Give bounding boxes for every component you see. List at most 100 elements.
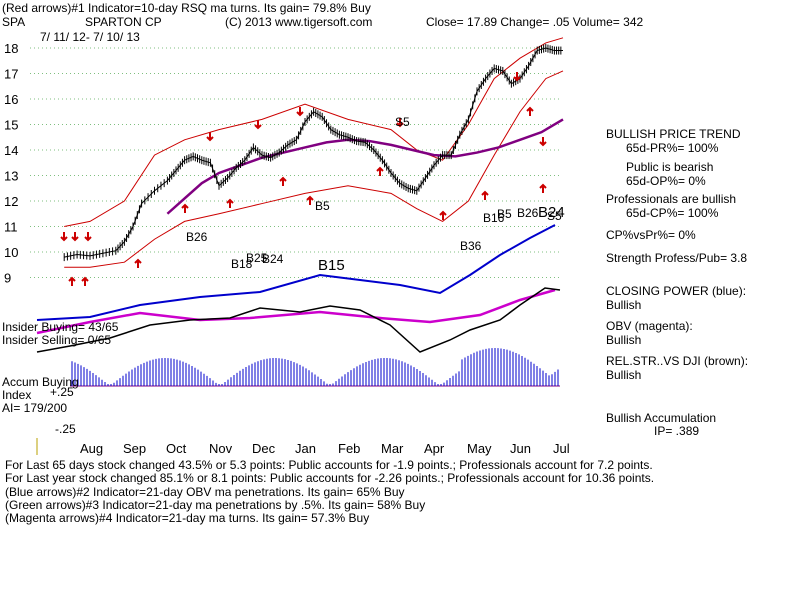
insider-buying: Insider Buying= 43/65 xyxy=(2,320,119,334)
red-up-arrow xyxy=(68,276,76,286)
rel-strength-line xyxy=(36,287,561,353)
y-tick-label: 17 xyxy=(4,67,18,82)
header-indicator-line: (Red arrows)#1 Indicator=10-day RSQ ma t… xyxy=(2,1,371,15)
cpvspr-value: CP%vsPr%= 0% xyxy=(606,228,696,242)
red-up-arrow xyxy=(376,166,384,176)
red-down-arrow xyxy=(539,137,547,147)
red-down-arrow xyxy=(206,132,214,142)
symbol: SPA xyxy=(2,15,26,29)
copyright: (C) 2013 www.tigersoft.com xyxy=(225,15,373,29)
red-up-arrow xyxy=(134,258,142,268)
red-down-arrow xyxy=(71,232,79,242)
signal-label: B18 xyxy=(231,257,253,271)
signal-label: B26 xyxy=(517,206,539,220)
footer-line-1: For Last 65 days stock changed 43.5% or … xyxy=(5,458,653,472)
x-tick-label: Apr xyxy=(424,441,445,456)
signal-label: S5 xyxy=(395,115,410,129)
cp-value: 65d-CP%= 100% xyxy=(626,206,719,220)
red-up-arrow xyxy=(81,276,89,286)
company-name: SPARTON CP xyxy=(85,15,162,29)
relstr-value: Bullish xyxy=(606,368,642,382)
x-tick-label: Sep xyxy=(123,441,146,456)
signal-arrows xyxy=(60,72,547,286)
strength-value: Strength Profess/Pub= 3.8 xyxy=(606,251,748,265)
y-tick-label: 13 xyxy=(4,169,18,184)
accum-minus25: -.25 xyxy=(55,422,76,436)
x-tick-label: Oct xyxy=(166,441,187,456)
obv-line xyxy=(36,288,556,335)
red-up-arrow xyxy=(439,210,447,220)
red-up-arrow xyxy=(279,176,287,186)
red-up-arrow xyxy=(306,195,314,205)
red-up-arrow xyxy=(226,198,234,208)
x-tick-label: Aug xyxy=(80,441,103,456)
ai-value: AI= 179/200 xyxy=(2,401,68,415)
op-value: 65d-OP%= 0% xyxy=(626,174,706,188)
x-tick-label: May xyxy=(467,441,492,456)
accumulation-bars xyxy=(70,348,560,387)
y-tick-label: 10 xyxy=(4,245,18,260)
signal-label: B24 xyxy=(538,204,565,221)
signal-label: S5 xyxy=(547,209,562,223)
footer-line-4: (Green arrows)#3 Indicator=21-day ma pen… xyxy=(5,498,426,512)
red-down-arrow xyxy=(513,72,521,82)
y-tick-label: 9 xyxy=(4,271,11,286)
x-tick-label: Jul xyxy=(553,441,570,456)
accum-plus25: +.25 xyxy=(50,385,74,399)
price-series xyxy=(63,44,563,262)
prof-label: Professionals are bullish xyxy=(606,192,737,206)
x-tick-label: Jan xyxy=(295,441,316,456)
series-upper-band xyxy=(64,37,564,227)
x-tick-label: Feb xyxy=(338,441,360,456)
red-up-arrow xyxy=(539,183,547,193)
signal-label: B24 xyxy=(262,252,284,266)
relstr-label: REL.STR..VS DJI (brown): xyxy=(606,354,749,368)
signal-label: B15 xyxy=(318,257,345,274)
accum-buying-label: Accum Buying xyxy=(2,375,79,389)
red-up-arrow xyxy=(481,190,489,200)
red-down-arrow xyxy=(296,107,304,117)
date-range: 7/ 11/ 12- 7/ 10/ 13 xyxy=(40,30,140,44)
signal-label: B5 xyxy=(497,207,512,221)
series-lower-band xyxy=(64,70,564,268)
x-axis-labels: Aug Sep Oct Nov Dec Jan Feb Mar Apr May Jun Jul xyxy=(36,438,570,456)
trend-title: BULLISH PRICE TREND xyxy=(606,127,741,141)
y-tick-label: 18 xyxy=(4,41,18,56)
signal-label: B36 xyxy=(460,239,482,253)
accum-title: Bullish Accumulation xyxy=(606,411,717,425)
pr-value: 65d-PR%= 100% xyxy=(626,141,719,155)
obv-label: OBV (magenta): xyxy=(606,319,693,333)
red-down-arrow xyxy=(254,120,262,130)
red-up-arrow xyxy=(181,203,189,213)
obv-value: Bullish xyxy=(606,333,642,347)
accum-index-label: Index xyxy=(2,388,32,402)
x-tick-label: Mar xyxy=(381,441,404,456)
series-21-day-ma-purple- xyxy=(166,118,564,215)
footer-line-5: (Magenta arrows)#4 Indicator=21-day ma t… xyxy=(5,511,370,525)
red-down-arrow xyxy=(60,232,68,242)
y-tick-label: 11 xyxy=(4,220,18,235)
closing-power-value: Bullish xyxy=(606,298,642,312)
signal-label: B25 xyxy=(246,251,268,265)
insider-selling: Insider Selling= 0/65 xyxy=(2,333,112,347)
closing-power-label: CLOSING POWER (blue): xyxy=(606,284,747,298)
signal-label: B16 xyxy=(483,211,505,225)
y-tick-label: 14 xyxy=(4,143,18,158)
quote-line: Close= 17.89 Change= .05 Volume= 342 xyxy=(426,15,644,29)
signal-label: B26 xyxy=(186,230,208,244)
y-tick-label: 15 xyxy=(4,118,18,133)
red-up-arrow xyxy=(526,106,534,116)
red-down-arrow xyxy=(396,118,404,128)
footer-line-2: For Last year stock changed 85.1% or 8.1… xyxy=(5,471,655,485)
public-label: Public is bearish xyxy=(626,160,714,174)
ip-value: IP= .389 xyxy=(654,424,700,438)
indicator-lines xyxy=(36,224,561,353)
footer-line-3: (Blue arrows)#2 Indicator=21-day OBV ma … xyxy=(5,485,405,499)
signal-label: B5 xyxy=(315,199,330,213)
red-down-arrow xyxy=(84,232,92,242)
x-tick-label: Nov xyxy=(209,441,233,456)
x-tick-label: Dec xyxy=(252,441,276,456)
closing-power-line xyxy=(36,224,556,321)
y-axis-labels: 18 17 16 15 14 13 12 11 10 9 xyxy=(4,41,18,286)
